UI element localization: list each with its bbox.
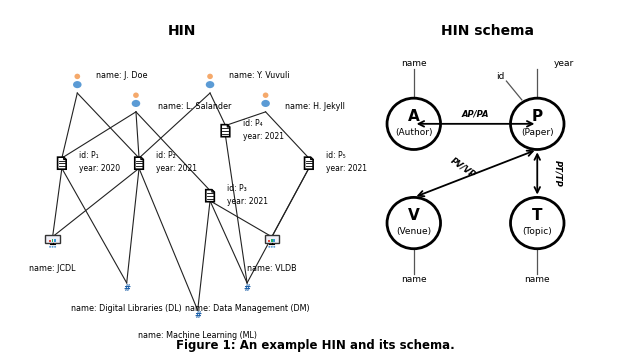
- Ellipse shape: [261, 100, 270, 107]
- Text: #: #: [244, 284, 251, 293]
- Ellipse shape: [74, 74, 80, 79]
- Polygon shape: [304, 157, 313, 169]
- Text: #: #: [123, 284, 130, 293]
- Polygon shape: [212, 190, 214, 192]
- Text: PT/TP: PT/TP: [553, 160, 562, 187]
- Text: name: J. Doe: name: J. Doe: [96, 71, 147, 80]
- Polygon shape: [64, 157, 66, 159]
- Text: A: A: [408, 109, 420, 124]
- Ellipse shape: [52, 246, 54, 248]
- Ellipse shape: [273, 246, 275, 248]
- FancyBboxPatch shape: [45, 235, 60, 243]
- Text: year: year: [554, 59, 574, 68]
- Ellipse shape: [206, 81, 214, 88]
- Text: (Paper): (Paper): [521, 128, 554, 137]
- Text: name: Machine Learning (ML): name: Machine Learning (ML): [138, 332, 257, 340]
- Ellipse shape: [73, 81, 81, 88]
- Text: name: name: [524, 275, 550, 284]
- FancyBboxPatch shape: [52, 238, 54, 242]
- Text: id: P₅
year: 2021: id: P₅ year: 2021: [326, 151, 367, 173]
- Text: Figure 1: An example HIN and its schema.: Figure 1: An example HIN and its schema.: [176, 339, 454, 352]
- Ellipse shape: [387, 197, 440, 249]
- Text: name: Data Management (DM): name: Data Management (DM): [185, 304, 309, 313]
- Text: name: VLDB: name: VLDB: [247, 264, 297, 273]
- Text: (Venue): (Venue): [396, 227, 432, 236]
- Ellipse shape: [271, 246, 273, 248]
- Text: AP/PA: AP/PA: [462, 109, 490, 118]
- Ellipse shape: [54, 246, 56, 248]
- FancyBboxPatch shape: [271, 238, 273, 242]
- Text: name: Y. Vuvuli: name: Y. Vuvuli: [229, 71, 289, 80]
- Text: id: P₄
year: 2021: id: P₄ year: 2021: [243, 119, 284, 141]
- Polygon shape: [57, 157, 66, 169]
- Text: name: JCDL: name: JCDL: [30, 264, 76, 273]
- Text: name: name: [401, 59, 427, 68]
- Ellipse shape: [510, 98, 564, 150]
- Text: T: T: [532, 208, 542, 223]
- Polygon shape: [206, 190, 214, 202]
- Ellipse shape: [510, 197, 564, 249]
- FancyBboxPatch shape: [54, 240, 56, 242]
- Ellipse shape: [263, 92, 268, 98]
- Polygon shape: [141, 157, 143, 159]
- Text: HIN: HIN: [168, 24, 197, 39]
- Text: name: H. Jekyll: name: H. Jekyll: [285, 102, 345, 111]
- Polygon shape: [227, 124, 230, 127]
- Text: #: #: [194, 311, 201, 320]
- FancyBboxPatch shape: [273, 240, 275, 242]
- Text: id: P₂
year: 2021: id: P₂ year: 2021: [156, 151, 197, 173]
- Text: name: L. Salander: name: L. Salander: [158, 102, 231, 111]
- Ellipse shape: [268, 246, 270, 248]
- Text: id: P₁
year: 2020: id: P₁ year: 2020: [79, 151, 120, 173]
- Text: (Topic): (Topic): [522, 227, 552, 236]
- Polygon shape: [311, 157, 313, 159]
- Text: (Author): (Author): [395, 128, 433, 137]
- Ellipse shape: [132, 100, 140, 107]
- Polygon shape: [135, 157, 143, 169]
- Text: name: Digital Libraries (DL): name: Digital Libraries (DL): [71, 304, 182, 313]
- FancyBboxPatch shape: [268, 240, 270, 242]
- Text: id: P₃
year: 2021: id: P₃ year: 2021: [227, 183, 268, 206]
- Ellipse shape: [207, 74, 213, 79]
- Text: name: name: [401, 275, 427, 284]
- Polygon shape: [221, 124, 230, 137]
- Text: P: P: [532, 109, 543, 124]
- Text: V: V: [408, 208, 420, 223]
- Text: HIN schema: HIN schema: [442, 24, 534, 39]
- FancyBboxPatch shape: [49, 240, 51, 242]
- Ellipse shape: [49, 246, 51, 248]
- Ellipse shape: [387, 98, 440, 150]
- Ellipse shape: [133, 92, 139, 98]
- Text: PV/VP: PV/VP: [449, 155, 478, 179]
- Text: id: id: [496, 72, 505, 81]
- FancyBboxPatch shape: [265, 235, 279, 243]
